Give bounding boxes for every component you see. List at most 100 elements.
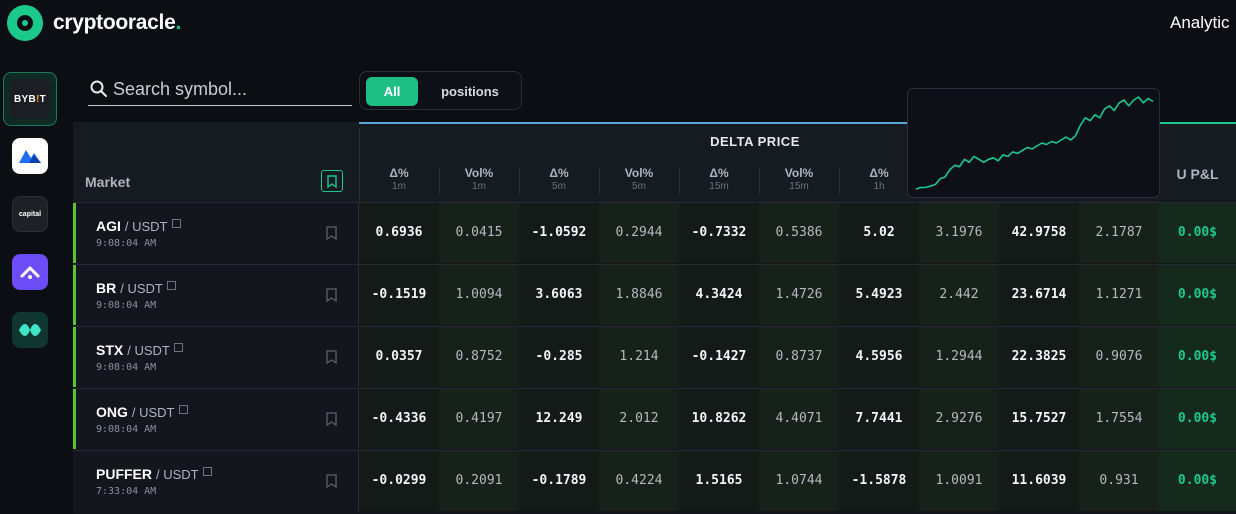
volume-value: 1.1271 <box>1095 287 1143 302</box>
cell-background <box>439 327 519 387</box>
pnl-value: 0.00$ <box>1177 349 1218 364</box>
volume-value: 0.4224 <box>615 473 663 488</box>
delta-value: 12.249 <box>535 411 583 426</box>
pnl-group-underline <box>1159 122 1236 124</box>
column-header-1[interactable]: Vol% 1m <box>439 166 519 192</box>
market-cell[interactable]: ONG / USDT 9:08:04 AM <box>73 389 359 449</box>
table-row[interactable]: PUFFER / USDT 7:33:04 AM -0.0299 0.2091 -0.17… <box>73 450 1236 511</box>
brand-name[interactable]: cryptooracle. <box>53 11 181 34</box>
update-time: 9:08:04 AM <box>96 238 157 249</box>
volume-value: 0.2944 <box>615 225 663 240</box>
delta-value: 3.6063 <box>535 287 583 302</box>
logo-icon[interactable] <box>7 5 43 41</box>
volume-value: 2.442 <box>939 287 979 302</box>
cell-background <box>999 389 1079 449</box>
delta-price-title: DELTA PRICE <box>710 134 800 149</box>
volume-value: 3.1976 <box>935 225 983 240</box>
bookmark-icon[interactable] <box>326 226 337 240</box>
column-header-2[interactable]: Δ% 5m <box>519 166 599 192</box>
symbol-label[interactable]: PUFFER / USDT <box>96 466 212 482</box>
delta-value: -0.1427 <box>691 349 747 364</box>
external-link-icon[interactable] <box>202 467 212 476</box>
column-header-5[interactable]: Vol% 15m <box>759 166 839 192</box>
pnl-column-header[interactable]: U P&L <box>1159 166 1236 182</box>
column-header-3[interactable]: Vol% 5m <box>599 166 679 192</box>
table-row[interactable]: ONG / USDT 9:08:04 AM -0.4336 0.4197 12.249 2.… <box>73 388 1236 449</box>
cell-background <box>999 451 1079 511</box>
cell-background <box>839 451 919 511</box>
cell-background <box>599 327 679 387</box>
column-header-label: Δ% <box>709 166 729 180</box>
cell-background <box>359 265 439 325</box>
bookmark-icon[interactable] <box>326 288 337 302</box>
market-cell[interactable]: AGI / USDT 9:08:04 AM <box>73 203 359 263</box>
cell-background <box>679 451 759 511</box>
market-cell[interactable]: PUFFER / USDT 7:33:04 AM <box>73 451 359 511</box>
column-divider <box>759 168 760 194</box>
table-row[interactable]: BR / USDT 9:08:04 AM -0.1519 1.0094 3.6063 1.8… <box>73 264 1236 325</box>
volume-value: 2.9276 <box>935 411 983 426</box>
volume-value: 4.4071 <box>775 411 823 426</box>
external-link-icon[interactable] <box>171 219 181 228</box>
cell-background <box>839 327 919 387</box>
external-link-icon[interactable] <box>178 405 188 414</box>
cell-background <box>359 451 439 511</box>
exchange-woo[interactable] <box>12 312 48 348</box>
cell-background <box>1159 203 1236 263</box>
exchange-capital[interactable]: capital <box>12 196 48 232</box>
column-header-0[interactable]: Δ% 1m <box>359 166 439 192</box>
external-link-icon[interactable] <box>173 343 183 352</box>
search-input[interactable] <box>113 76 348 102</box>
cell-background <box>839 389 919 449</box>
symbol-label[interactable]: AGI / USDT <box>96 218 181 234</box>
column-header-6[interactable]: Δ% 1h <box>839 166 919 192</box>
symbol-name: STX <box>96 342 124 358</box>
cell-background <box>999 203 1079 263</box>
bookmark-icon[interactable] <box>326 412 337 426</box>
volume-value: 1.0094 <box>455 287 503 302</box>
row-data: -0.0299 0.2091 -0.1789 0.4224 1.5165 1.0744 -1… <box>359 451 1236 511</box>
external-link-icon[interactable] <box>166 281 176 290</box>
quote-currency: / USDT <box>127 343 170 358</box>
cell-background <box>1079 451 1159 511</box>
column-header-timeframe: 5m <box>632 181 646 192</box>
table-row[interactable]: AGI / USDT 9:08:04 AM 0.6936 0.0415 -1.0592 0.… <box>73 202 1236 263</box>
cell-background <box>1159 327 1236 387</box>
symbol-label[interactable]: BR / USDT <box>96 280 176 296</box>
cell-background <box>599 389 679 449</box>
top-bar: cryptooracle. Analytic <box>0 0 1236 48</box>
delta-value: 1.5165 <box>695 473 743 488</box>
exchange-mexc[interactable] <box>12 138 48 174</box>
filter-all-button[interactable]: All <box>366 77 418 106</box>
delta-value: 4.3424 <box>695 287 743 302</box>
cell-background <box>759 451 839 511</box>
row-data: -0.1519 1.0094 3.6063 1.8846 4.3424 1.4726 5.4… <box>359 265 1236 325</box>
market-cell[interactable]: STX / USDT 9:08:04 AM <box>73 327 359 387</box>
bookmark-icon[interactable] <box>326 350 337 364</box>
cell-background <box>1079 265 1159 325</box>
update-time: 7:33:04 AM <box>96 486 157 497</box>
cell-background <box>1159 389 1236 449</box>
bookmark-filter-button[interactable] <box>321 170 343 192</box>
symbol-label[interactable]: ONG / USDT <box>96 404 188 420</box>
exchange-kucoin[interactable] <box>12 254 48 290</box>
table-row[interactable]: STX / USDT 9:08:04 AM 0.0357 0.8752 -0.285 1.2… <box>73 326 1236 387</box>
column-header-4[interactable]: Δ% 15m <box>679 166 759 192</box>
market-cell[interactable]: BR / USDT 9:08:04 AM <box>73 265 359 325</box>
exchange-bybit[interactable]: BYB! T <box>3 72 57 126</box>
volume-value: 0.4197 <box>455 411 503 426</box>
cell-background <box>599 203 679 263</box>
filter-positions-button[interactable]: positions <box>441 84 499 99</box>
market-column-header[interactable]: Market <box>85 174 131 190</box>
bookmark-icon[interactable] <box>326 474 337 488</box>
delta-value: -0.285 <box>535 349 583 364</box>
volume-value: 1.8846 <box>615 287 663 302</box>
nav-analytics-link[interactable]: Analytic <box>1170 13 1230 32</box>
volume-value: 0.5386 <box>775 225 823 240</box>
delta-value: -1.5878 <box>851 473 907 488</box>
row-data: 0.6936 0.0415 -1.0592 0.2944 -0.7332 0.5386 5.… <box>359 203 1236 263</box>
cell-background <box>999 265 1079 325</box>
symbol-label[interactable]: STX / USDT <box>96 342 183 358</box>
delta-value: 0.6936 <box>375 225 423 240</box>
volume-value: 2.012 <box>619 411 659 426</box>
